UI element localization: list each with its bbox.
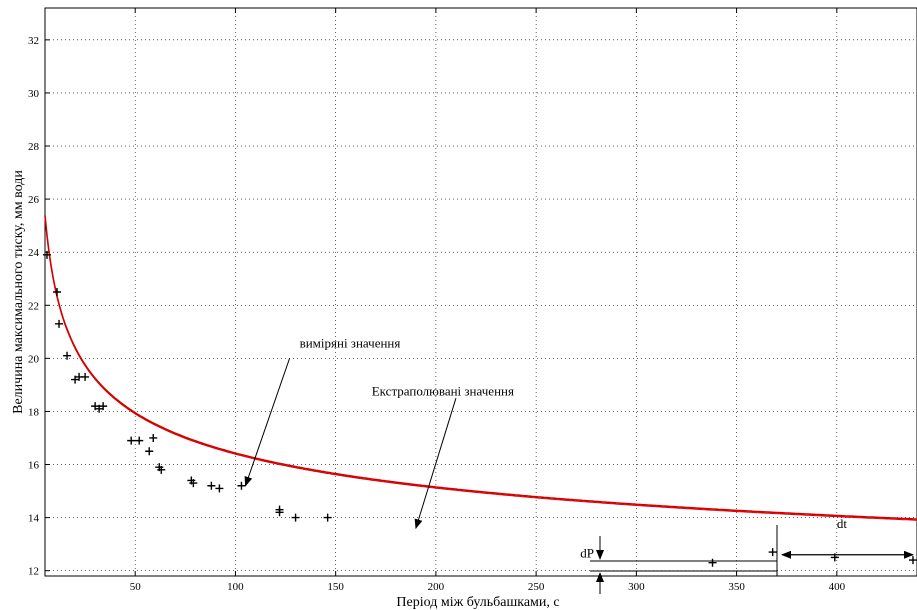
- annotation-arrow: [414, 398, 457, 530]
- y-tick-label: 22: [28, 300, 39, 312]
- annotation-arrow: [244, 358, 291, 487]
- y-tick-label: 26: [28, 194, 40, 206]
- y-tick-label: 30: [28, 88, 40, 100]
- plot-frame: [44, 7, 917, 577]
- x-tick-label: 350: [728, 581, 745, 593]
- data-point: [71, 375, 80, 384]
- data-point: [55, 319, 64, 328]
- axis-ticks: 50 100 150 200 250 300 350 400 12 14 16 18 20 22 24 26 2…: [28, 8, 846, 593]
- y-tick-label: 28: [28, 141, 40, 153]
- data-point: [91, 402, 100, 411]
- annotations: виміряні значення Екстраполювані значення…: [244, 336, 914, 594]
- y-tick-label: 24: [28, 247, 40, 259]
- x-tick-label: 100: [227, 581, 244, 593]
- data-point: [189, 479, 198, 488]
- x-tick-label: 300: [628, 581, 645, 593]
- annotation-label: dP: [580, 545, 594, 560]
- data-markers: [43, 250, 917, 567]
- x-tick-label: 50: [130, 581, 142, 593]
- data-point: [908, 556, 917, 565]
- y-tick-label: 32: [28, 35, 39, 47]
- data-point: [81, 372, 90, 381]
- data-point: [768, 548, 777, 557]
- fit-curve-group: [44, 215, 917, 521]
- data-point: [95, 404, 104, 413]
- fit-curve-shadow: [44, 216, 917, 521]
- data-point: [53, 288, 62, 296]
- data-point: [157, 465, 166, 474]
- y-tick-label: 20: [28, 353, 40, 365]
- data-point: [275, 508, 284, 517]
- x-tick-label: 200: [428, 581, 445, 593]
- y-tick-label: 12: [28, 566, 39, 578]
- y-tick-label: 18: [28, 406, 40, 418]
- data-point: [149, 433, 158, 442]
- data-point: [63, 351, 72, 360]
- annotation-label: dt: [837, 516, 848, 531]
- annotation-label: Екстраполювані значення: [372, 384, 514, 399]
- data-point: [323, 513, 332, 522]
- data-point: [215, 484, 224, 493]
- grid: [45, 8, 917, 576]
- x-tick-label: 150: [327, 581, 344, 593]
- x-axis-label: Період між бульбашками, с: [396, 595, 559, 610]
- annotation-label: виміряні значення: [300, 336, 401, 351]
- x-tick-label: 400: [829, 581, 846, 593]
- x-tick-label: 250: [528, 581, 545, 593]
- data-point: [291, 513, 300, 522]
- data-point: [145, 447, 154, 456]
- y-tick-label: 14: [28, 513, 40, 525]
- data-point: [99, 402, 108, 411]
- fit-curve: [44, 215, 917, 520]
- y-axis-label: Величина максимального тиску, мм води: [11, 170, 26, 414]
- data-point: [708, 558, 717, 567]
- data-point: [135, 436, 144, 445]
- data-point: [207, 481, 216, 490]
- data-point: [237, 481, 246, 490]
- data-point: [127, 436, 136, 445]
- data-point: [43, 250, 52, 259]
- y-tick-label: 16: [28, 460, 40, 472]
